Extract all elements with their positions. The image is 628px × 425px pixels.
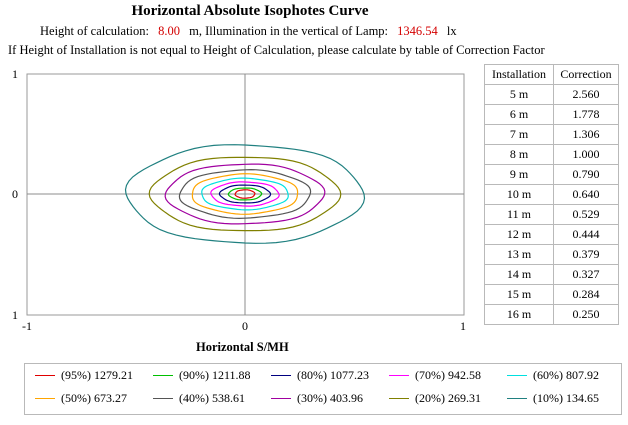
- table-row: 12 m 0.444: [484, 224, 619, 245]
- legend-label: (60%) 807.92: [533, 368, 599, 382]
- correction-factor: 0.529: [553, 204, 619, 225]
- table-row: 9 m 0.790: [484, 164, 619, 185]
- correction-factor: 0.284: [553, 284, 619, 305]
- installation-height: 16 m: [484, 304, 554, 325]
- installation-height: 12 m: [484, 224, 554, 245]
- y-tick-bottom: 1: [12, 308, 18, 322]
- legend-label: (90%) 1211.88: [179, 368, 251, 382]
- legend-item: (30%) 403.96: [271, 391, 363, 406]
- header-correction: Correction: [553, 64, 619, 85]
- legend-label: (80%) 1077.23: [297, 368, 369, 382]
- installation-height: 10 m: [484, 184, 554, 205]
- installation-height: 6 m: [484, 104, 554, 125]
- isophote-curve: [164, 163, 326, 225]
- installation-height: 7 m: [484, 124, 554, 145]
- correction-factor: 1.778: [553, 104, 619, 125]
- table-row: 10 m 0.640: [484, 184, 619, 205]
- table-row: 13 m 0.379: [484, 244, 619, 265]
- correction-factor: 1.306: [553, 124, 619, 145]
- chart-title: Horizontal Absolute Isophotes Curve: [131, 3, 369, 19]
- table-row: 6 m 1.778: [484, 104, 619, 125]
- installation-height: 9 m: [484, 164, 554, 185]
- table-row: 14 m 0.327: [484, 264, 619, 285]
- isophote-plot: 1 0 1 -1 0 1: [12, 67, 466, 333]
- isophote-curve: [234, 189, 256, 199]
- correction-factor: 0.790: [553, 164, 619, 185]
- isophote-curve: [210, 181, 280, 207]
- x-axis-label: Horizontal S/MH: [196, 340, 289, 354]
- height-label: Height of calculation:: [40, 24, 149, 38]
- legend-swatch: [271, 375, 291, 376]
- isophote-curve: [191, 173, 299, 215]
- legend-swatch: [153, 375, 173, 376]
- legend-label: (95%) 1279.21: [61, 368, 133, 382]
- x-tick-mid: 0: [242, 319, 248, 333]
- y-tick-mid: 0: [12, 187, 18, 201]
- legend-label: (20%) 269.31: [415, 391, 481, 405]
- legend-swatch: [389, 398, 409, 399]
- legend-item: (60%) 807.92: [507, 368, 599, 383]
- table-row: 5 m 2.560: [484, 84, 619, 105]
- correction-factor: 0.327: [553, 264, 619, 285]
- installation-height: 11 m: [484, 204, 554, 225]
- legend-item: (10%) 134.65: [507, 391, 599, 406]
- header-installation: Installation: [484, 64, 554, 85]
- x-tick-left: -1: [22, 319, 32, 333]
- installation-height: 15 m: [484, 284, 554, 305]
- correction-factor: 0.379: [553, 244, 619, 265]
- isophote-curve: [178, 168, 312, 220]
- legend-swatch: [389, 375, 409, 376]
- legend-item: (40%) 538.61: [153, 391, 245, 406]
- isophote-curve: [124, 144, 366, 244]
- legend-swatch: [153, 398, 173, 399]
- legend-item: (20%) 269.31: [389, 391, 481, 406]
- legend-label: (30%) 403.96: [297, 391, 363, 405]
- table-row: 11 m 0.529: [484, 204, 619, 225]
- legend-item: (70%) 942.58: [389, 368, 481, 383]
- correction-factor: 0.250: [553, 304, 619, 325]
- legend-item: (90%) 1211.88: [153, 368, 251, 383]
- legend-label: (40%) 538.61: [179, 391, 245, 405]
- installation-height: 14 m: [484, 264, 554, 285]
- correction-note: If Height of Installation is not equal t…: [8, 43, 545, 57]
- legend-swatch: [35, 398, 55, 399]
- x-tick-right: 1: [460, 319, 466, 333]
- legend-label: (50%) 673.27: [61, 391, 127, 405]
- table-row: 7 m 1.306: [484, 124, 619, 145]
- legend-swatch: [507, 375, 527, 376]
- legend-item: (95%) 1279.21: [35, 368, 133, 383]
- lamp-illumination-value: 1346.54: [397, 24, 438, 38]
- height-value: 8.00: [158, 24, 180, 38]
- isophote-curve: [148, 156, 342, 232]
- installation-height: 13 m: [484, 244, 554, 265]
- correction-body: 5 m 2.560 6 m 1.778 7 m 1.306 8 m 1.000 9 m 0.790…: [484, 84, 619, 325]
- isophote-curve: [218, 184, 272, 204]
- legend-label: (70%) 942.58: [415, 368, 481, 382]
- calc-info: Height of calculation: 8.00 m, Illuminat…: [40, 24, 457, 39]
- lamp-unit: lx: [446, 24, 457, 38]
- installation-height: 5 m: [484, 84, 554, 105]
- correction-factor: 1.000: [553, 144, 619, 165]
- legend-label: (10%) 134.65: [533, 391, 599, 405]
- legend: (95%) 1279.21 (90%) 1211.88 (80%) 1077.23 (…: [24, 363, 622, 415]
- y-tick-top: 1: [12, 67, 18, 81]
- correction-header-row: Installation Correction: [484, 64, 619, 85]
- height-unit: m, Illumination in the vertical of Lamp:: [189, 24, 389, 38]
- correction-factor: 0.640: [553, 184, 619, 205]
- table-row: 15 m 0.284: [484, 284, 619, 305]
- legend-item: (80%) 1077.23: [271, 368, 369, 383]
- legend-swatch: [35, 375, 55, 376]
- installation-height: 8 m: [484, 144, 554, 165]
- isophote-curve: [227, 187, 263, 201]
- correction-factor: 2.560: [553, 84, 619, 105]
- legend-swatch: [507, 398, 527, 399]
- legend-item: (50%) 673.27: [35, 391, 127, 406]
- correction-table: Installation Correction 5 m 2.560 6 m 1.778…: [484, 64, 619, 325]
- table-row: 16 m 0.250: [484, 304, 619, 325]
- correction-factor: 0.444: [553, 224, 619, 245]
- legend-swatch: [271, 398, 291, 399]
- table-row: 8 m 1.000: [484, 144, 619, 165]
- contour-group: [124, 144, 366, 244]
- isophote-curve: [201, 177, 289, 211]
